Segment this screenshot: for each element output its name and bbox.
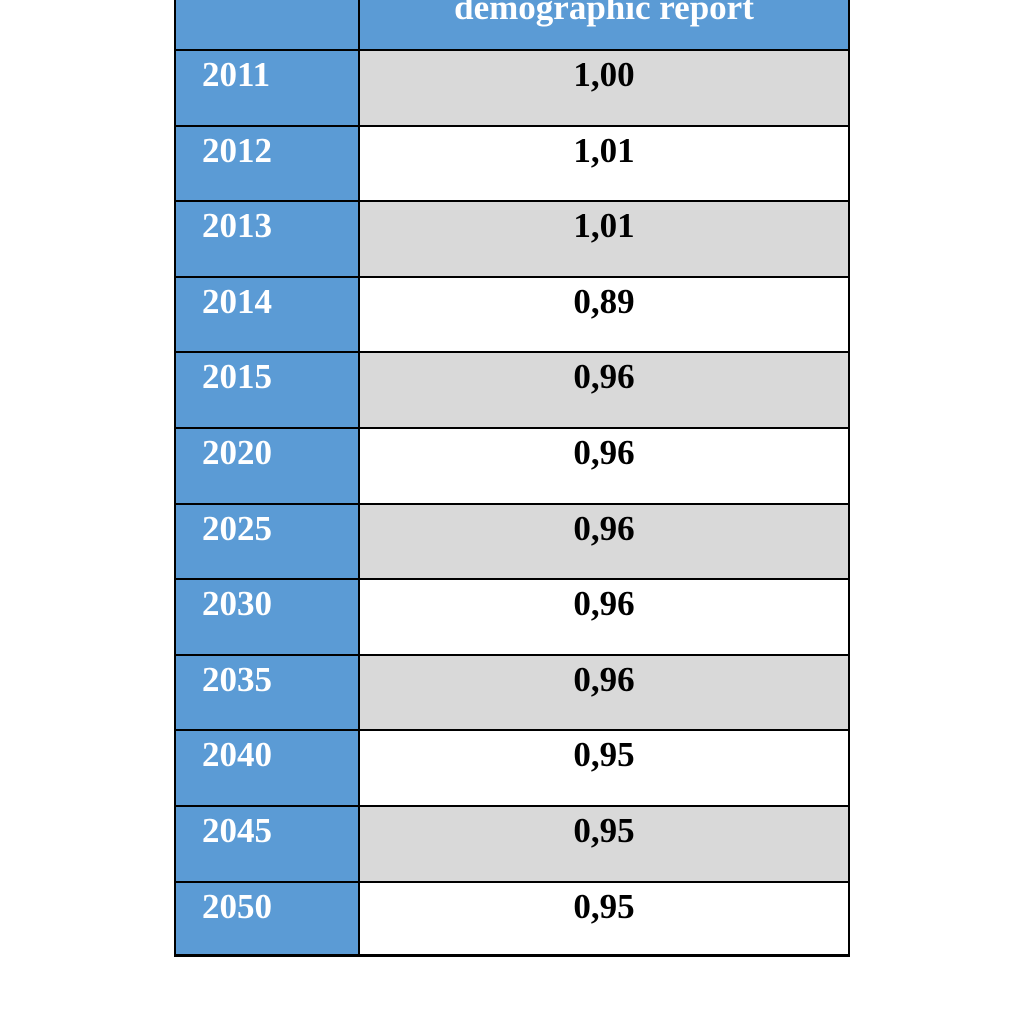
header-title: demographic report (360, 0, 848, 51)
year-cell: 2045 (176, 807, 360, 883)
year-cell: 2020 (176, 429, 360, 505)
year-cell: 2030 (176, 580, 360, 656)
year-cell: 2015 (176, 353, 360, 429)
value-cell: 0,95 (360, 882, 848, 957)
year-cell: 2040 (176, 731, 360, 807)
header-corner (176, 0, 360, 51)
value-cell: 0,96 (360, 429, 848, 505)
year-cell: 2011 (176, 51, 360, 127)
value-cell: 0,95 (360, 807, 848, 883)
value-cell: 0,96 (360, 655, 848, 732)
value-cell: 1,01 (360, 126, 848, 203)
year-cell: 2014 (176, 277, 360, 354)
year-cell: 2012 (176, 126, 360, 203)
value-cell: 0,96 (360, 580, 848, 656)
value-cell: 0,89 (360, 277, 848, 354)
value-cell: 1,01 (360, 202, 848, 278)
value-cell: 0,96 (360, 353, 848, 429)
year-cell: 2025 (176, 504, 360, 581)
year-cell: 2035 (176, 655, 360, 732)
value-cell: 1,00 (360, 51, 848, 127)
table: demographic report 2011 1,00 2012 1,01 2013 1… (174, 0, 850, 957)
year-cell: 2013 (176, 202, 360, 278)
value-cell: 0,96 (360, 504, 848, 581)
value-cell: 0,95 (360, 731, 848, 807)
year-cell: 2050 (176, 882, 360, 957)
